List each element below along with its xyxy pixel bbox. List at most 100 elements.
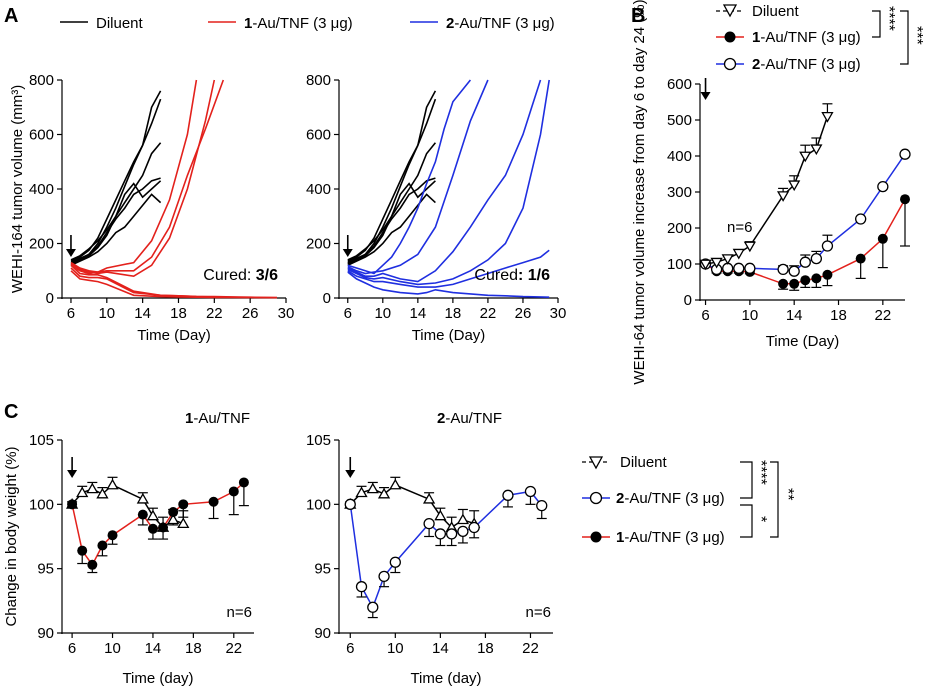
series-line [347,98,437,262]
x-tick-label: 18 [185,640,202,657]
panel-label-a: A [4,5,18,27]
filled-circle-marker [877,233,888,244]
down-triangle-marker [732,248,745,260]
filled-circle-marker [238,477,249,488]
legend-c-red-label: 1-Au/TNF (3 μg) [616,529,725,546]
x-tick-label: 10 [104,640,121,657]
down-triangle-marker [788,180,801,192]
open-circle-marker-icon [589,491,603,505]
series-line [349,490,543,610]
open-circle-marker [355,581,368,593]
x-axis-label: Time (day) [410,670,481,687]
open-circle-marker [733,262,745,274]
legend-c-bracket-bottom [740,504,753,538]
filled-circle-marker [67,499,78,510]
series-line [70,270,278,299]
series-line [70,79,225,273]
chart-c-right: 6 10 14 18 22 90 95 100 105 Time (day) n=6 [306,432,553,687]
filled-circle-marker [77,545,88,556]
down-triangle-marker [710,257,723,269]
open-circle-marker [899,148,911,160]
filled-circle-marker [800,275,811,286]
y-tick-label: 800 [29,72,54,89]
cured-label-text: Cured: [203,267,255,284]
legend-a-red-label: 1-Au/TNF (3 μg) [244,15,353,32]
up-triangle-marker [136,492,149,504]
panel-label-b: B [631,5,645,27]
series-line [70,177,161,264]
series-line [705,153,906,272]
series-line [347,79,550,286]
x-tick-label: 6 [68,640,76,657]
up-triangle-marker [389,478,402,490]
open-circle-marker [457,525,469,538]
chart-a-right: 6 10 14 18 22 26 30 0 200 400 600 800 Time (Day) Cure… [306,72,566,344]
series-line [71,481,245,567]
legend-b-bracket-inner [872,10,881,38]
legend-b: Diluent 1-Au/TNF (3 μg) 2-Au/TNF (3 μg) … [716,3,925,73]
x-tick-label: 10 [387,640,404,657]
filled-circle-marker [900,194,910,205]
up-triangle-marker [422,492,436,504]
legend-b-blue-label: 2-Au/TNF (3 μg) [752,56,861,73]
x-tick-label: 18 [445,305,462,322]
panel-label-c: C [4,401,18,423]
series-line [347,90,437,264]
legend-c-diluent-label: Diluent [620,454,668,471]
filled-circle-marker-icon [724,31,736,43]
y-axis-label: WEHI-164 tumor volume (mm³) [9,85,26,293]
x-tick-label: 18 [830,307,847,324]
open-circle-marker [378,570,390,583]
open-circle-marker [788,265,800,277]
filled-circle-marker [87,559,98,570]
dose-arrow-icon [342,249,353,257]
legend-b-red-label: 1-Au/TNF (3 μg) [752,29,861,46]
legend-b-sig-inner: **** [880,6,897,31]
legend-c-sig-bottom: * [752,516,769,522]
y-tick-label: 800 [306,72,331,89]
legend-c-sig-right: ** [779,488,796,500]
open-circle-marker [445,528,458,540]
legend-c-bracket-top [740,461,753,499]
open-circle-marker [344,498,356,510]
x-tick-label: 10 [98,305,115,322]
filled-circle-marker [168,507,179,518]
cured-label: Cured: 3/6 [203,267,278,284]
open-circle-marker [502,489,514,501]
legend-c-bracket-right [770,461,779,538]
x-tick-label: 14 [409,305,426,322]
x-tick-label: 10 [374,305,391,322]
legend-a: Diluent 1-Au/TNF (3 μg) 2-Au/TNF (3 μg) [60,15,555,32]
legend-c: Diluent 2-Au/TNF (3 μg) 1-Au/TNF (3 μg) … [582,454,796,546]
open-circle-marker [367,601,379,613]
x-tick-label: 6 [67,305,75,322]
cured-label-text: Cured [474,267,518,284]
down-triangle-marker [776,191,790,202]
open-circle-marker [389,556,401,568]
y-tick-label: 0 [46,290,54,307]
x-tick-label: 6 [701,307,709,324]
legend-b-bracket-outer [900,10,909,65]
x-tick-label: 18 [170,305,187,322]
y-tick-label: 200 [29,236,54,253]
filled-circle-marker [855,253,866,264]
down-triangle-marker [821,112,834,123]
y-tick-label: 500 [667,112,692,129]
x-axis-label: Time (Day) [137,327,211,344]
series-line [70,193,162,267]
series-line [347,249,550,288]
series-line [347,180,436,265]
x-tick-label: 22 [480,305,497,322]
down-triangle-marker-icon [722,4,738,18]
y-tick-label: 600 [29,127,54,144]
up-triangle-marker [96,487,109,499]
filled-circle-marker [178,499,189,510]
y-tick-label: 95 [314,561,331,578]
up-triangle-marker [456,513,470,525]
cured-count: 3/6 [256,267,278,284]
up-triangle-marker [167,513,180,525]
open-circle-marker [821,240,834,252]
n-annotation: n=6 [227,604,252,621]
dose-arrow-icon [345,470,356,478]
